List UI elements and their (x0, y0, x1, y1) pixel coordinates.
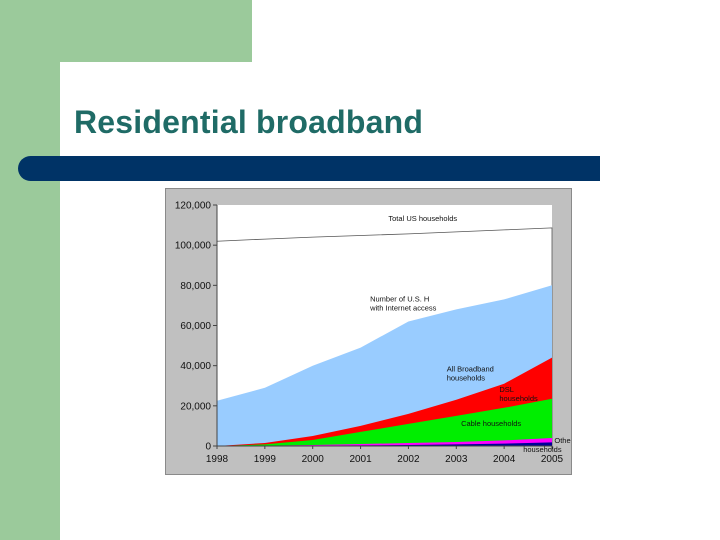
y-tick-label: 100,000 (175, 241, 212, 252)
annotation-label-3: DSL households (499, 385, 538, 403)
series-area-3 (217, 398, 552, 446)
x-tick-label: 2003 (445, 454, 468, 465)
y-tick-label: 80,000 (180, 281, 211, 292)
annotation-label-5: Other (554, 436, 571, 445)
header-tab (60, 0, 252, 62)
series-area-4 (217, 438, 552, 446)
annotation-label-4: Cable households (461, 419, 521, 428)
x-tick-label: 1998 (206, 454, 229, 465)
series-area-5 (217, 442, 552, 446)
annotation-label-0: Total US households (388, 214, 457, 223)
y-tick-label: 60,000 (180, 321, 211, 332)
y-tick-label: 0 (205, 442, 211, 453)
annotation-label-6: households (523, 445, 562, 454)
y-tick-label: 40,000 (180, 361, 211, 372)
annotation-label-2: All Broadband households (447, 365, 494, 383)
sidebar-stripe (0, 0, 60, 540)
y-tick-label: 20,000 (180, 401, 211, 412)
x-tick-label: 2005 (541, 454, 564, 465)
broadband-area-chart: 0 20,000 40,000 60,000 80,000 100,000 120,000 1… (175, 201, 571, 466)
content-corner (60, 62, 100, 102)
slide-title: Residential broadband (74, 104, 424, 140)
x-tick-label: 2001 (349, 454, 372, 465)
x-tick-label: 1999 (254, 454, 277, 465)
x-tick-label: 2002 (397, 454, 420, 465)
y-tick-label: 120,000 (175, 201, 212, 212)
chart-frame: 0 20,000 40,000 60,000 80,000 100,000 120,000 1… (165, 188, 572, 475)
x-tick-label: 2000 (302, 454, 325, 465)
x-tick-label: 2004 (493, 454, 516, 465)
title-rule (18, 156, 600, 181)
